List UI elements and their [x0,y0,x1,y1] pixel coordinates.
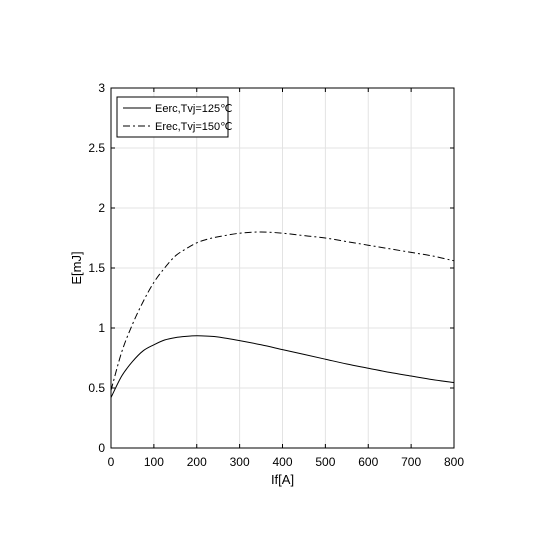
legend-label-eerc-125: Eerc,Tvj=125℃ [155,103,232,115]
series-line-erec-150 [110,231,455,391]
series-line-eerc-125 [110,335,455,398]
x-tick-label: 300 [230,455,250,469]
x-tick-label: 600 [358,455,378,469]
x-tick-label: 0 [108,455,115,469]
legend-box [116,96,229,138]
x-tick-label: 800 [444,455,464,469]
legend: Eerc,Tvj=125℃ Erec,Tvj=150℃ [116,96,232,138]
x-tick-label: 100 [144,455,164,469]
series-lines [110,231,455,398]
grid [111,88,454,448]
y-axis-label: E[mJ] [69,251,84,284]
y-tick-label: 1.5 [88,261,105,275]
x-tick-label: 500 [315,455,335,469]
legend-label-erec-150: Erec,Tvj=150℃ [155,121,232,133]
y-tick-label: 0 [98,441,105,455]
y-tick-label: 3 [98,81,105,95]
y-tick-label: 2 [98,201,105,215]
y-tick-label: 0.5 [88,381,105,395]
y-tick-label: 2.5 [88,141,105,155]
axis-ticks: 0 100 200 300 400 500 600 700 800 0 0.5 1 1.5 2 2.5 3 [88,81,464,469]
x-tick-label: 700 [401,455,421,469]
x-tick-label: 200 [187,455,207,469]
x-tick-label: 400 [272,455,292,469]
y-tick-label: 1 [98,321,105,335]
x-axis-label: If[A] [271,472,294,487]
